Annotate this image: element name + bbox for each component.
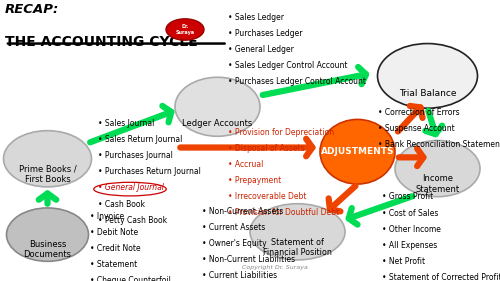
Ellipse shape bbox=[250, 204, 345, 260]
Text: • Prepayment: • Prepayment bbox=[228, 176, 281, 185]
Text: • Purchases Ledger Control Account: • Purchases Ledger Control Account bbox=[228, 77, 366, 86]
Text: ADJUSTMENTS: ADJUSTMENTS bbox=[321, 147, 394, 156]
Text: RECAP:: RECAP: bbox=[5, 3, 60, 16]
Text: • Cash Book: • Cash Book bbox=[98, 200, 144, 209]
Ellipse shape bbox=[4, 131, 92, 187]
Ellipse shape bbox=[6, 208, 88, 261]
Text: • Owner's Equity: • Owner's Equity bbox=[202, 239, 267, 248]
Ellipse shape bbox=[378, 44, 478, 108]
Text: • Statement of Corrected Profit: • Statement of Corrected Profit bbox=[382, 273, 500, 281]
Text: • Current Liabilities: • Current Liabilities bbox=[202, 271, 278, 280]
Text: • Gross Profit: • Gross Profit bbox=[382, 192, 434, 201]
Text: Prime Books /
First Books: Prime Books / First Books bbox=[18, 164, 76, 184]
Text: • Suspense Account: • Suspense Account bbox=[378, 124, 454, 133]
Text: • Current Assets: • Current Assets bbox=[202, 223, 266, 232]
Ellipse shape bbox=[395, 140, 480, 197]
Text: Ledger Accounts: Ledger Accounts bbox=[182, 119, 252, 128]
Text: • Purchases Journal: • Purchases Journal bbox=[98, 151, 172, 160]
Text: • Purchases Ledger: • Purchases Ledger bbox=[228, 29, 302, 38]
Text: • Debit Note: • Debit Note bbox=[90, 228, 138, 237]
Text: • Sales Journal: • Sales Journal bbox=[98, 119, 154, 128]
Text: • Accrual: • Accrual bbox=[228, 160, 263, 169]
Text: • All Expenses: • All Expenses bbox=[382, 241, 438, 250]
Text: • General Journal: • General Journal bbox=[98, 183, 164, 192]
Text: • Correction of Errors: • Correction of Errors bbox=[378, 108, 459, 117]
Ellipse shape bbox=[320, 119, 395, 184]
Text: • Sales Ledger Control Account: • Sales Ledger Control Account bbox=[228, 61, 347, 70]
Text: • Sales Return Journal: • Sales Return Journal bbox=[98, 135, 182, 144]
Text: • Non-Current Liabilities: • Non-Current Liabilities bbox=[202, 255, 296, 264]
Text: Business
Documents: Business Documents bbox=[24, 240, 72, 259]
Text: • Provision for Doubtful Debt: • Provision for Doubtful Debt bbox=[228, 208, 338, 217]
Text: • Credit Note: • Credit Note bbox=[90, 244, 140, 253]
Text: • Irrecoverable Debt: • Irrecoverable Debt bbox=[228, 192, 306, 201]
Text: • Non-Current Assets: • Non-Current Assets bbox=[202, 207, 284, 216]
Text: • Purchases Return Journal: • Purchases Return Journal bbox=[98, 167, 200, 176]
Text: Income
Statement: Income Statement bbox=[416, 174, 460, 194]
Text: • Cheque Counterfoil: • Cheque Counterfoil bbox=[90, 276, 171, 281]
Text: • Provision for Depreciation: • Provision for Depreciation bbox=[228, 128, 334, 137]
Text: Statement of
Financial Position: Statement of Financial Position bbox=[263, 237, 332, 257]
Text: • Cost of Sales: • Cost of Sales bbox=[382, 209, 439, 217]
Text: Dr.
Suraya: Dr. Suraya bbox=[176, 24, 195, 35]
Text: Trial Balance: Trial Balance bbox=[399, 89, 456, 98]
Text: • Petty Cash Book: • Petty Cash Book bbox=[98, 216, 166, 225]
Text: • General Ledger: • General Ledger bbox=[228, 45, 294, 54]
Text: • Invoice: • Invoice bbox=[90, 212, 124, 221]
Circle shape bbox=[166, 19, 204, 40]
Text: • Bank Reconciliation Statement: • Bank Reconciliation Statement bbox=[378, 140, 500, 149]
Text: • Other Income: • Other Income bbox=[382, 225, 442, 234]
Text: • Statement: • Statement bbox=[90, 260, 137, 269]
Text: • Disposal of Assets: • Disposal of Assets bbox=[228, 144, 304, 153]
Text: • Sales Ledger: • Sales Ledger bbox=[228, 13, 283, 22]
Text: THE ACCOUNTING CYCLE: THE ACCOUNTING CYCLE bbox=[5, 35, 198, 49]
Text: Copyright Dr. Suraya: Copyright Dr. Suraya bbox=[242, 265, 308, 270]
Text: • Net Profit: • Net Profit bbox=[382, 257, 426, 266]
Ellipse shape bbox=[175, 77, 260, 136]
